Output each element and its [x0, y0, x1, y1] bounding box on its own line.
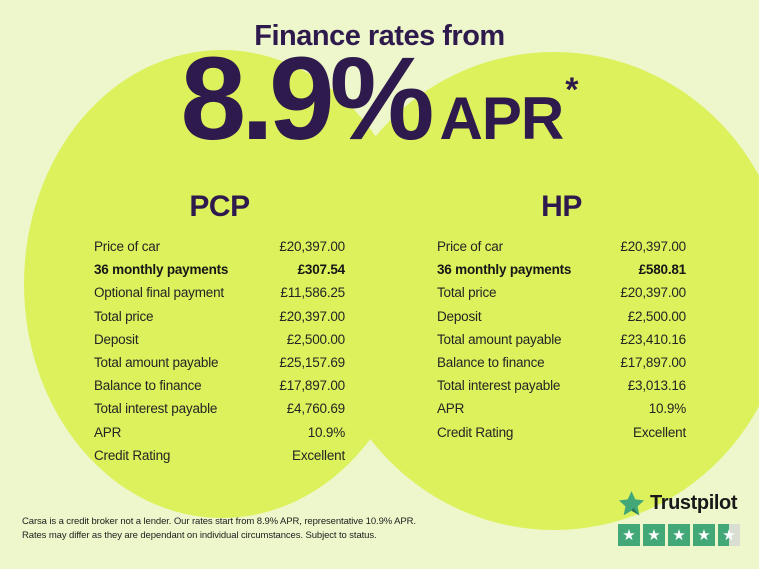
finance-row-label: Deposit: [94, 331, 139, 347]
hp-finance-table: HP Price of car £20,397.00 36 monthly paym…: [437, 190, 686, 444]
finance-row: Deposit £2,500.00: [94, 328, 345, 351]
rate-unit: APR: [439, 85, 565, 152]
finance-row-value: Excellent: [633, 424, 686, 440]
finance-rows: Price of car £20,397.00 36 monthly payment…: [94, 235, 345, 467]
finance-row-value: £11,586.25: [280, 285, 345, 301]
finance-rows: Price of car £20,397.00 36 monthly payment…: [437, 235, 686, 444]
disclaimer-line-1: Carsa is a credit broker not a lender. O…: [22, 516, 416, 527]
finance-row-label: Optional final payment: [94, 285, 224, 301]
finance-row-label: Total price: [437, 285, 497, 301]
finance-row-value: £2,500.00: [286, 331, 345, 347]
finance-row: Price of car £20,397.00: [437, 235, 686, 258]
finance-row: Deposit £2,500.00: [437, 305, 686, 328]
finance-row: Total interest payable £3,013.16: [437, 374, 686, 397]
finance-row: Total amount payable £25,157.69: [94, 351, 345, 374]
pcp-title: PCP: [189, 190, 250, 223]
finance-row: Total price £20,397.00: [94, 305, 345, 328]
trustpilot-rating-star-icon: ★: [693, 524, 715, 546]
trustpilot-rating-star-icon: ★: [668, 524, 690, 546]
finance-row: Total amount payable £23,410.16: [437, 328, 686, 351]
finance-row: Balance to finance £17,897.00: [437, 351, 686, 374]
finance-row-value: £20,397.00: [620, 239, 686, 254]
finance-row-label: Total price: [94, 308, 154, 324]
finance-row-value: £307.54: [297, 262, 346, 278]
finance-row-label: Balance to finance: [437, 355, 545, 371]
finance-row-value: £20,397.00: [620, 285, 686, 301]
finance-row-value: £3,013.16: [627, 378, 686, 394]
headline-rate: 8.9% APR *: [0, 40, 759, 158]
finance-row-label: APR: [94, 424, 122, 440]
finance-row-value: £17,897.00: [620, 355, 686, 371]
finance-row-label: Balance to finance: [94, 378, 202, 394]
legal-disclaimer: Carsa is a credit broker not a lender. O…: [22, 515, 482, 542]
trustpilot-brand-text: Trustpilot: [650, 492, 738, 514]
finance-row-label: Total amount payable: [437, 331, 562, 347]
green-blob-right: [320, 52, 759, 530]
finance-row: Balance to finance £17,897.00: [94, 374, 345, 397]
finance-row-label: 36 monthly payments: [94, 262, 229, 278]
finance-row: Total price £20,397.00: [437, 281, 686, 304]
finance-row-label: APR: [437, 401, 465, 417]
rate-footnote-asterisk: *: [565, 71, 579, 109]
finance-row-label: Credit Rating: [437, 424, 514, 440]
finance-row-value: £23,410.16: [620, 331, 686, 347]
finance-row: Credit Rating Excellent: [437, 421, 686, 444]
trustpilot-star-logo-icon: [618, 490, 645, 517]
finance-row-label: Total amount payable: [94, 355, 219, 371]
finance-row-value: £17,897.00: [279, 378, 345, 394]
trustpilot-rating-star-icon: ★: [643, 524, 665, 546]
finance-row-value: £20,397.00: [279, 239, 345, 254]
finance-row-value: 10.9%: [648, 401, 686, 417]
finance-row-label: Price of car: [437, 239, 503, 254]
finance-row-value: £20,397.00: [279, 308, 345, 324]
finance-row-value: £2,500.00: [627, 308, 686, 324]
finance-row-value: £580.81: [638, 262, 687, 278]
finance-row-value: £4,760.69: [286, 401, 345, 417]
pcp-finance-table: PCP Price of car £20,397.00 36 monthly pay…: [94, 190, 345, 467]
finance-row-label: Total interest payable: [94, 401, 218, 417]
trustpilot-widget: Trustpilot ★ ★ ★ ★ ★: [618, 490, 740, 546]
finance-row-label: Deposit: [437, 308, 482, 324]
trustpilot-logo: Trustpilot: [618, 490, 738, 517]
finance-row: 36 monthly payments £580.81: [437, 258, 686, 281]
finance-row: Credit Rating Excellent: [94, 444, 345, 467]
finance-row-value: £25,157.69: [279, 355, 345, 371]
rate-value: 8.9%: [180, 33, 435, 165]
finance-row-label: 36 monthly payments: [437, 262, 572, 278]
disclaimer-line-2: Rates may differ as they are dependant o…: [22, 529, 377, 541]
finance-row-value: Excellent: [292, 447, 345, 463]
finance-row: APR 10.9%: [94, 421, 345, 444]
finance-row: 36 monthly payments £307.54: [94, 258, 345, 281]
finance-row-label: Price of car: [94, 239, 160, 254]
trustpilot-rating-star-icon: ★: [718, 524, 740, 546]
trustpilot-rating-star-icon: ★: [618, 524, 640, 546]
finance-row-label: Credit Rating: [94, 447, 171, 463]
finance-row-value: 10.9%: [307, 424, 345, 440]
banner-title: Finance rates from: [254, 20, 505, 52]
trustpilot-stars: ★ ★ ★ ★ ★: [618, 524, 740, 546]
finance-row: Optional final payment £11,586.25: [94, 281, 345, 304]
finance-row: APR 10.9%: [437, 397, 686, 420]
finance-row: Price of car £20,397.00: [94, 235, 345, 258]
finance-row: Total interest payable £4,760.69: [94, 397, 345, 420]
finance-row-label: Total interest payable: [437, 378, 561, 394]
hp-title: HP: [541, 190, 582, 223]
